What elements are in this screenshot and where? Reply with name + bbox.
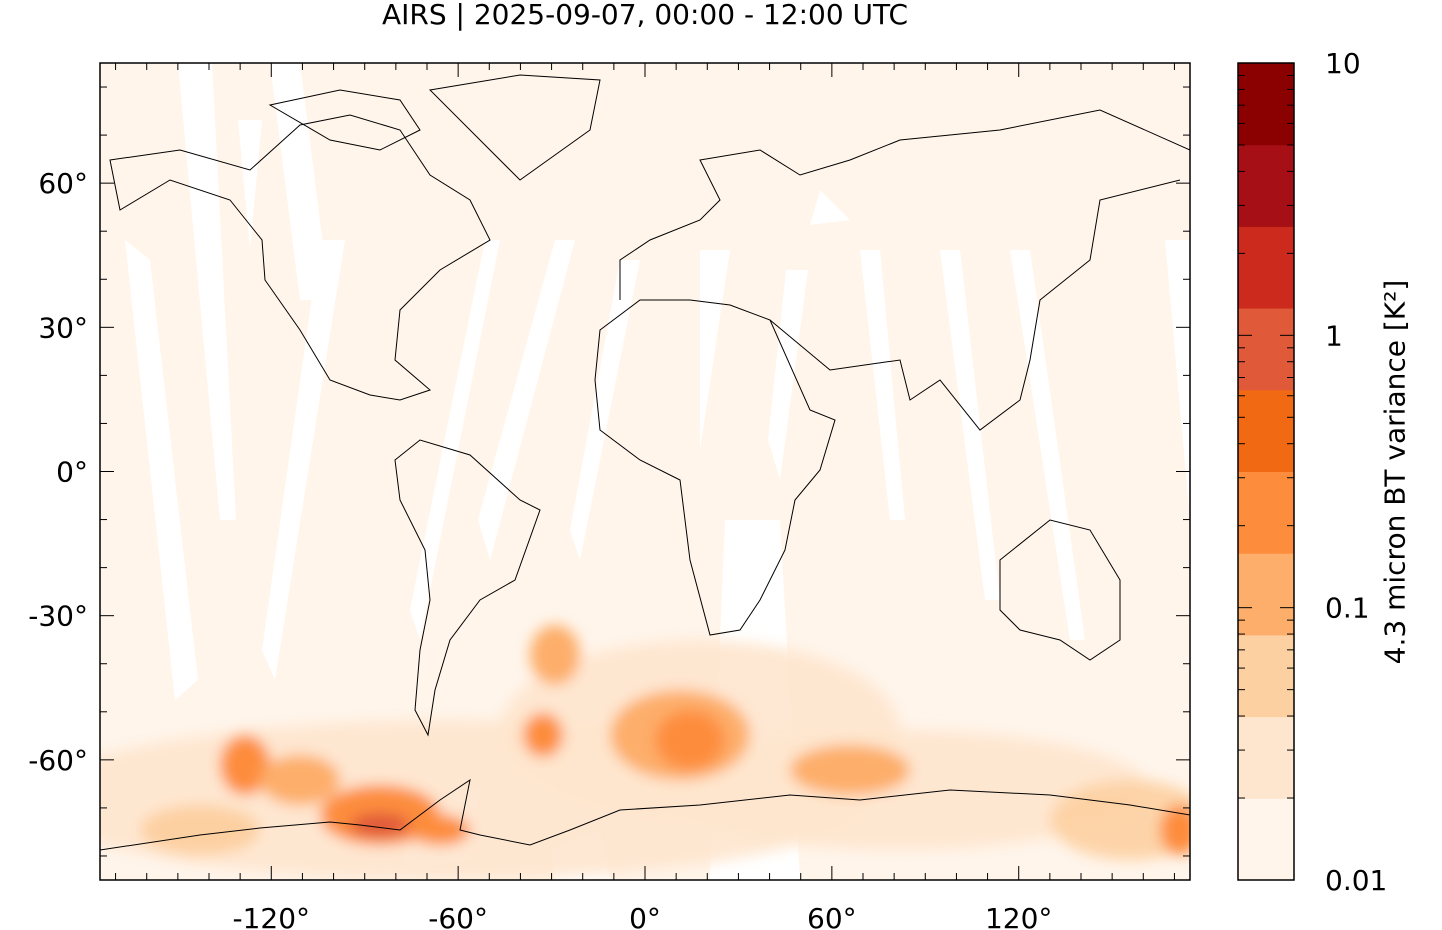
y-tick-label: 0° <box>56 456 88 489</box>
x-tick-label: 120° <box>985 902 1052 930</box>
colorbar: 10 1 0.1 0.01 <box>1237 47 1387 897</box>
chart-title: AIRS | 2025-09-07, 00:00 - 12:00 UTC <box>381 0 909 31</box>
colorbar-swatch <box>1238 308 1294 391</box>
colorbar-tick-label: 0.01 <box>1325 864 1387 897</box>
coastlines <box>100 74 1190 851</box>
y-tick-label: 30° <box>38 311 88 344</box>
x-tick-label: 60° <box>807 902 857 930</box>
x-axis: -120° -60° 0° 60° 120° <box>115 63 1175 930</box>
x-tick-label: -60° <box>428 902 488 930</box>
colorbar-swatch <box>1238 798 1294 881</box>
colorbar-tick-label: 10 <box>1325 47 1361 80</box>
colorbar-label: 4.3 micron BT variance [K²] <box>1378 279 1412 665</box>
y-axis: 60° 30° 0° -30° -60° <box>28 86 1190 857</box>
colorbar-swatch <box>1238 389 1294 472</box>
colorbar-tick-label: 0.1 <box>1325 592 1370 625</box>
colorbar-swatch <box>1238 553 1294 636</box>
x-tick-label: 0° <box>629 902 661 930</box>
colorbar-swatch <box>1238 634 1294 718</box>
colorbar-swatch <box>1238 226 1294 309</box>
y-tick-label: 60° <box>38 167 88 200</box>
x-tick-label: -120° <box>233 902 311 930</box>
colorbar-swatch <box>1238 63 1294 146</box>
colorbar-swatch <box>1238 144 1294 227</box>
y-tick-label: -30° <box>28 600 88 633</box>
colorbar-swatch <box>1238 471 1294 554</box>
colorbar-tick-label: 1 <box>1325 319 1343 352</box>
y-tick-label: -60° <box>28 744 88 777</box>
variance-field <box>100 625 1190 880</box>
colorbar-swatch <box>1238 716 1294 799</box>
